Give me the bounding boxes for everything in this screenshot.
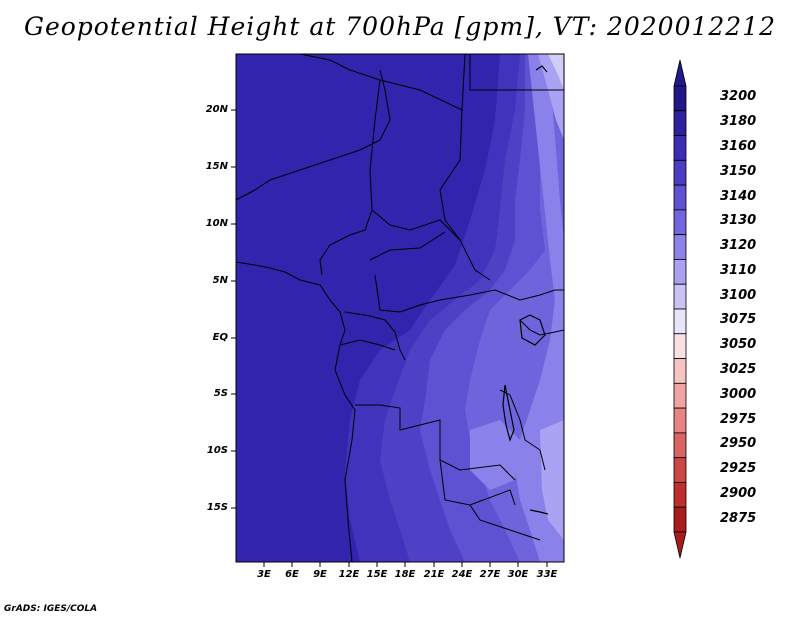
- colorbar-label: 3180: [720, 114, 757, 130]
- lon-label-21e: 21E: [423, 569, 445, 580]
- colorbar: [673, 60, 687, 559]
- lon-label-12e: 12E: [338, 569, 360, 580]
- lon-label-33e: 33E: [536, 569, 558, 580]
- colorbar-label: 3200: [720, 89, 757, 105]
- colorbar-box: [673, 457, 687, 483]
- colorbar-box: [673, 135, 687, 161]
- lon-label-18e: 18E: [394, 569, 416, 580]
- lat-label-5n: 5N: [212, 275, 228, 286]
- colorbar-box: [673, 184, 687, 211]
- colorbar-label: 3050: [720, 337, 757, 353]
- colorbar-box: [673, 432, 687, 459]
- colorbar-label: 3130: [720, 213, 757, 229]
- country-borders: [236, 54, 564, 562]
- colorbar-label: 2950: [720, 436, 757, 452]
- colorbar-box: [673, 110, 687, 136]
- lat-label-15n: 15N: [205, 161, 228, 172]
- colorbar-box: [673, 283, 687, 310]
- colorbar-label: 3100: [720, 287, 757, 303]
- field-contour-8: [540, 420, 564, 540]
- colorbar-box: [673, 259, 687, 285]
- lat-label-15s: 15S: [206, 502, 228, 513]
- lon-ticks: [263, 562, 548, 567]
- colorbar-box: [673, 358, 687, 384]
- lat-ticks: [231, 109, 236, 509]
- colorbar-label: 3150: [720, 163, 757, 179]
- height-field: [236, 54, 564, 562]
- chart-title: Geopotential Height at 700hPa [gpm], VT:…: [23, 12, 777, 41]
- colorbar-label: 3025: [720, 361, 757, 377]
- colorbar-label: 3160: [720, 138, 757, 154]
- colorbar-box: [673, 209, 687, 236]
- grads-credit: GrADS: IGES/COLA: [4, 604, 98, 614]
- colorbar-arrow-top: [673, 60, 687, 87]
- colorbar-label: 2875: [720, 510, 757, 526]
- colorbar-label: 3120: [720, 238, 757, 254]
- colorbar-label: 3140: [720, 188, 757, 204]
- lon-label-6e: 6E: [285, 569, 299, 580]
- lake-outlines: [502, 65, 549, 515]
- colorbar-label: 3000: [720, 386, 757, 402]
- colorbar-label: 2925: [720, 461, 757, 477]
- colorbar-box: [673, 506, 687, 533]
- lon-label-15e: 15E: [366, 569, 388, 580]
- colorbar-label: 2900: [720, 485, 757, 501]
- lat-label-10s: 10S: [206, 445, 228, 456]
- lon-label-24e: 24E: [451, 569, 473, 580]
- lat-label-eq: EQ: [212, 332, 228, 343]
- colorbar-box: [673, 407, 687, 434]
- colorbar-box: [673, 333, 687, 359]
- lon-label-3e: 3E: [257, 569, 271, 580]
- colorbar-box: [673, 234, 687, 260]
- colorbar-box: [673, 382, 687, 409]
- lon-label-30e: 30E: [507, 569, 529, 580]
- lat-label-5s: 5S: [213, 388, 228, 399]
- colorbar-label: 3075: [720, 312, 757, 328]
- colorbar-box: [673, 85, 687, 112]
- lon-label-9e: 9E: [313, 569, 327, 580]
- lon-label-27e: 27E: [479, 569, 501, 580]
- map-frame: [235, 53, 565, 563]
- colorbar-arrow-bottom: [673, 531, 687, 559]
- lat-label-20n: 20N: [205, 104, 228, 115]
- lat-label-10n: 10N: [205, 218, 228, 229]
- colorbar-box: [673, 159, 687, 186]
- field-contour-6: [538, 54, 564, 140]
- colorbar-box: [673, 482, 687, 508]
- field-contour-7: [548, 54, 564, 90]
- colorbar-label: 3110: [720, 262, 757, 278]
- colorbar-label: 2975: [720, 411, 757, 427]
- colorbar-box: [673, 308, 687, 335]
